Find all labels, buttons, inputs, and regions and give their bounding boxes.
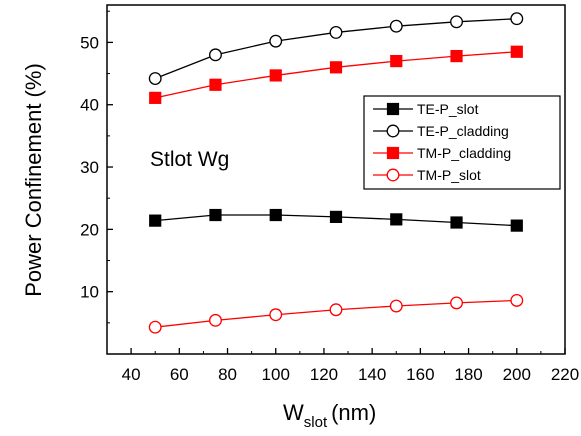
- legend-entry: TM-P_slot: [373, 167, 481, 183]
- data-point: [329, 25, 343, 39]
- x-tick-label: 80: [218, 365, 237, 384]
- x-tick-label: 200: [503, 365, 531, 384]
- legend-label: TE-P_slot: [417, 101, 479, 117]
- data-point: [390, 213, 403, 226]
- legend-marker: [386, 168, 400, 182]
- data-point: [209, 48, 222, 62]
- annotation-label: Stlot Wg: [150, 148, 229, 171]
- x-tick-label: 120: [310, 365, 338, 384]
- data-point: [149, 214, 162, 227]
- legend-marker: [386, 146, 400, 160]
- x-tick-label: 100: [262, 365, 290, 384]
- data-point: [209, 313, 222, 327]
- data-point: [510, 219, 523, 232]
- x-axis-title-subscript: slot: [304, 414, 328, 431]
- data-point: [510, 293, 524, 307]
- y-tick-label: 40: [80, 96, 99, 115]
- data-point: [329, 210, 343, 223]
- x-tick-label: 60: [170, 365, 189, 384]
- tick-layer: 40 60 80 100 120 140 160 180 200 220 10 20 30 40 50: [80, 10, 579, 384]
- data-point: [510, 12, 524, 26]
- series-TM-P_cladding: [149, 45, 523, 104]
- y-tick-label: 20: [80, 220, 99, 239]
- data-point: [450, 296, 463, 310]
- y-tick-label: 10: [80, 283, 99, 302]
- x-tick-label: 160: [406, 365, 434, 384]
- data-point: [209, 208, 222, 222]
- series-TE-P_cladding: [148, 12, 524, 85]
- data-point: [209, 78, 222, 91]
- x-axis-title-unit: (nm): [331, 400, 376, 425]
- data-point: [148, 72, 162, 85]
- data-point: [389, 299, 403, 313]
- x-tick-label: 140: [358, 365, 386, 384]
- data-point: [390, 54, 403, 68]
- y-axis-title: Power Confinement (%): [21, 63, 46, 297]
- x-tick-label: 40: [122, 365, 141, 384]
- data-point: [450, 15, 463, 29]
- legend-label: TM-P_cladding: [417, 145, 511, 161]
- x-axis-title-main: W: [283, 400, 304, 425]
- data-point: [269, 34, 283, 48]
- data-point: [450, 216, 463, 229]
- legend-label: TE-P_cladding: [417, 123, 509, 139]
- x-tick-label: 180: [454, 365, 482, 384]
- legend-marker: [386, 102, 400, 116]
- plot-frame: [106, 4, 566, 355]
- data-point: [269, 308, 283, 322]
- legend-marker: [386, 124, 400, 138]
- data-point: [329, 303, 343, 317]
- legend-entry: TE-P_cladding: [373, 123, 509, 139]
- legend-entry: TM-P_cladding: [373, 145, 511, 161]
- y-tick-label: 50: [80, 33, 99, 52]
- x-axis-title: Wslot (nm): [283, 400, 376, 431]
- series-TE-P_slot: [149, 208, 523, 232]
- data-point: [389, 19, 403, 33]
- x-tick-label: 220: [551, 365, 579, 384]
- series-TM-P_slot: [148, 293, 524, 334]
- data-point: [510, 45, 523, 58]
- legend: TE-P_slot TE-P_cladding TM-P_cladding TM-P_…: [363, 95, 561, 190]
- data-point: [269, 69, 282, 82]
- data-point: [450, 50, 463, 63]
- series-layer: [148, 12, 524, 334]
- data-point: [148, 320, 162, 334]
- legend-entry: TE-P_slot: [373, 101, 479, 117]
- data-point: [269, 208, 282, 222]
- data-point: [329, 61, 343, 74]
- y-tick-label: 30: [80, 158, 99, 177]
- data-point: [149, 91, 162, 104]
- legend-label: TM-P_slot: [417, 167, 481, 183]
